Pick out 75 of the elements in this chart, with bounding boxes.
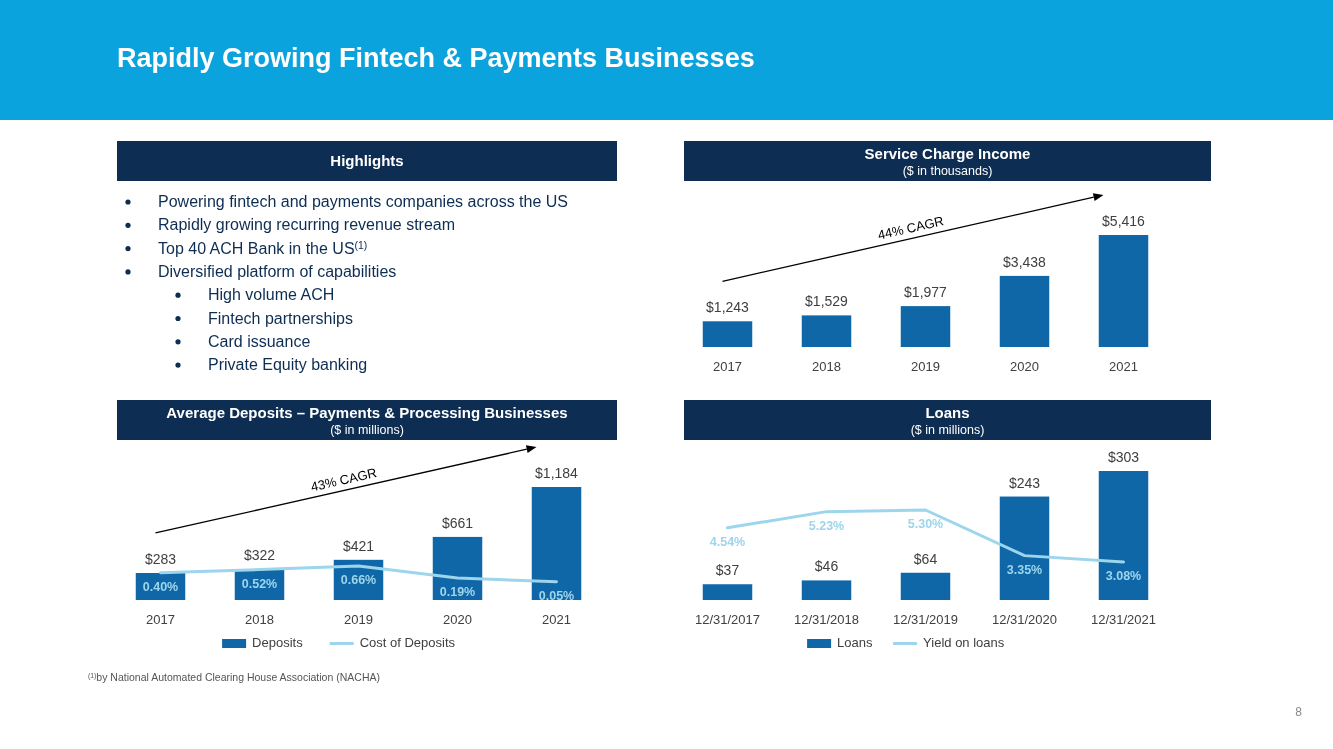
x-tick-label: 12/31/2018 — [793, 612, 860, 627]
bar — [1098, 471, 1149, 600]
x-tick-label: 2020 — [1010, 359, 1039, 374]
text: 8 — [1295, 705, 1303, 719]
data-label: $5,416 — [1102, 213, 1146, 229]
data-label: 3.08% — [1105, 568, 1142, 583]
chart-title: Service Charge Income — [864, 145, 1031, 162]
text: Diversified platform of capabilities — [158, 262, 397, 280]
data-label: $1,977 — [904, 284, 948, 301]
data-label: $1,184 — [535, 465, 579, 481]
x-tick-label: 12/31/2020 — [991, 612, 1058, 627]
data-label: 5.30% — [907, 517, 944, 531]
bar — [801, 580, 852, 600]
text: Top 40 ACH Bank in the US$^{(1)}$ — [158, 239, 368, 257]
text: Private Equity banking — [208, 356, 368, 374]
bar — [900, 572, 951, 600]
chart-subtitle: ($ in thousands) — [902, 164, 993, 178]
data-label: $421 — [342, 537, 375, 554]
text: Highlights — [330, 152, 404, 169]
data-label: $661 — [441, 514, 474, 531]
data-label: $303 — [1107, 449, 1140, 465]
x-tick-label: 2020 — [443, 612, 472, 627]
x-tick-label: 12/31/2019 — [892, 612, 959, 627]
bar — [702, 321, 753, 347]
x-tick-label: 2021 — [1109, 359, 1138, 374]
x-tick-label: 2021 — [542, 612, 571, 627]
text: Rapidly growing recurring revenue stream — [158, 216, 456, 234]
data-label: $243 — [1008, 474, 1041, 491]
data-label: $3,438 — [1003, 253, 1047, 270]
data-label: $37 — [715, 562, 740, 579]
text: Rapidly Growing Fintech & Payments Businesses — [117, 43, 755, 73]
data-label: 3.35% — [1006, 562, 1043, 577]
bar — [702, 584, 753, 600]
x-tick-label: 2018 — [245, 612, 274, 627]
x-tick-label: 2019 — [911, 359, 940, 374]
x-tick-label: 2018 — [812, 359, 841, 374]
bar — [801, 315, 852, 347]
x-tick-label: 2017 — [713, 359, 742, 374]
legend-label: Yield on loans — [923, 635, 1005, 650]
data-label: $283 — [144, 550, 177, 567]
annotation: 44% CAGR — [876, 213, 946, 243]
text: $^{(1)}$by National Automated Clearing House Association (NACHA) — [88, 671, 380, 683]
data-label: 0.66% — [340, 573, 377, 587]
data-label: 5.23% — [808, 518, 845, 533]
bar — [999, 275, 1050, 347]
bar — [999, 496, 1050, 600]
data-label: $1,243 — [706, 299, 750, 316]
data-label: $46 — [814, 558, 839, 575]
legend-label: Loans — [837, 635, 874, 650]
x-tick-label: 2019 — [344, 612, 373, 627]
data-label: $1,529 — [805, 293, 849, 310]
data-label: 0.05% — [538, 588, 575, 603]
data-label: 0.52% — [241, 576, 278, 591]
chart-subtitle: ($ in millions) — [910, 423, 985, 437]
annotation: 43% CAGR — [309, 465, 379, 495]
x-tick-label: 12/31/2021 — [1090, 612, 1157, 627]
text: High volume ACH — [208, 286, 335, 304]
chart-title: Average Deposits – Payments & Processing Businesses — [166, 404, 568, 421]
data-label: $64 — [913, 550, 938, 567]
text: Fintech partnerships — [208, 309, 353, 327]
chart-title: Loans — [925, 404, 970, 421]
chart-subtitle: ($ in millions) — [330, 423, 404, 437]
data-label: 0.19% — [439, 585, 476, 600]
data-label: $322 — [243, 547, 276, 564]
legend-label: Deposits — [252, 635, 304, 650]
bar — [531, 487, 582, 600]
x-tick-label: 12/31/2017 — [694, 612, 761, 627]
data-label: 4.54% — [709, 534, 746, 549]
data-label: 0.40% — [142, 579, 179, 594]
text: Card issuance — [208, 332, 311, 350]
bar — [900, 306, 951, 347]
x-tick-label: 2017 — [146, 612, 175, 627]
bar — [1098, 235, 1149, 347]
text: Powering fintech and payments companies across the US — [158, 193, 568, 210]
legend-label: Cost of Deposits — [359, 635, 456, 650]
